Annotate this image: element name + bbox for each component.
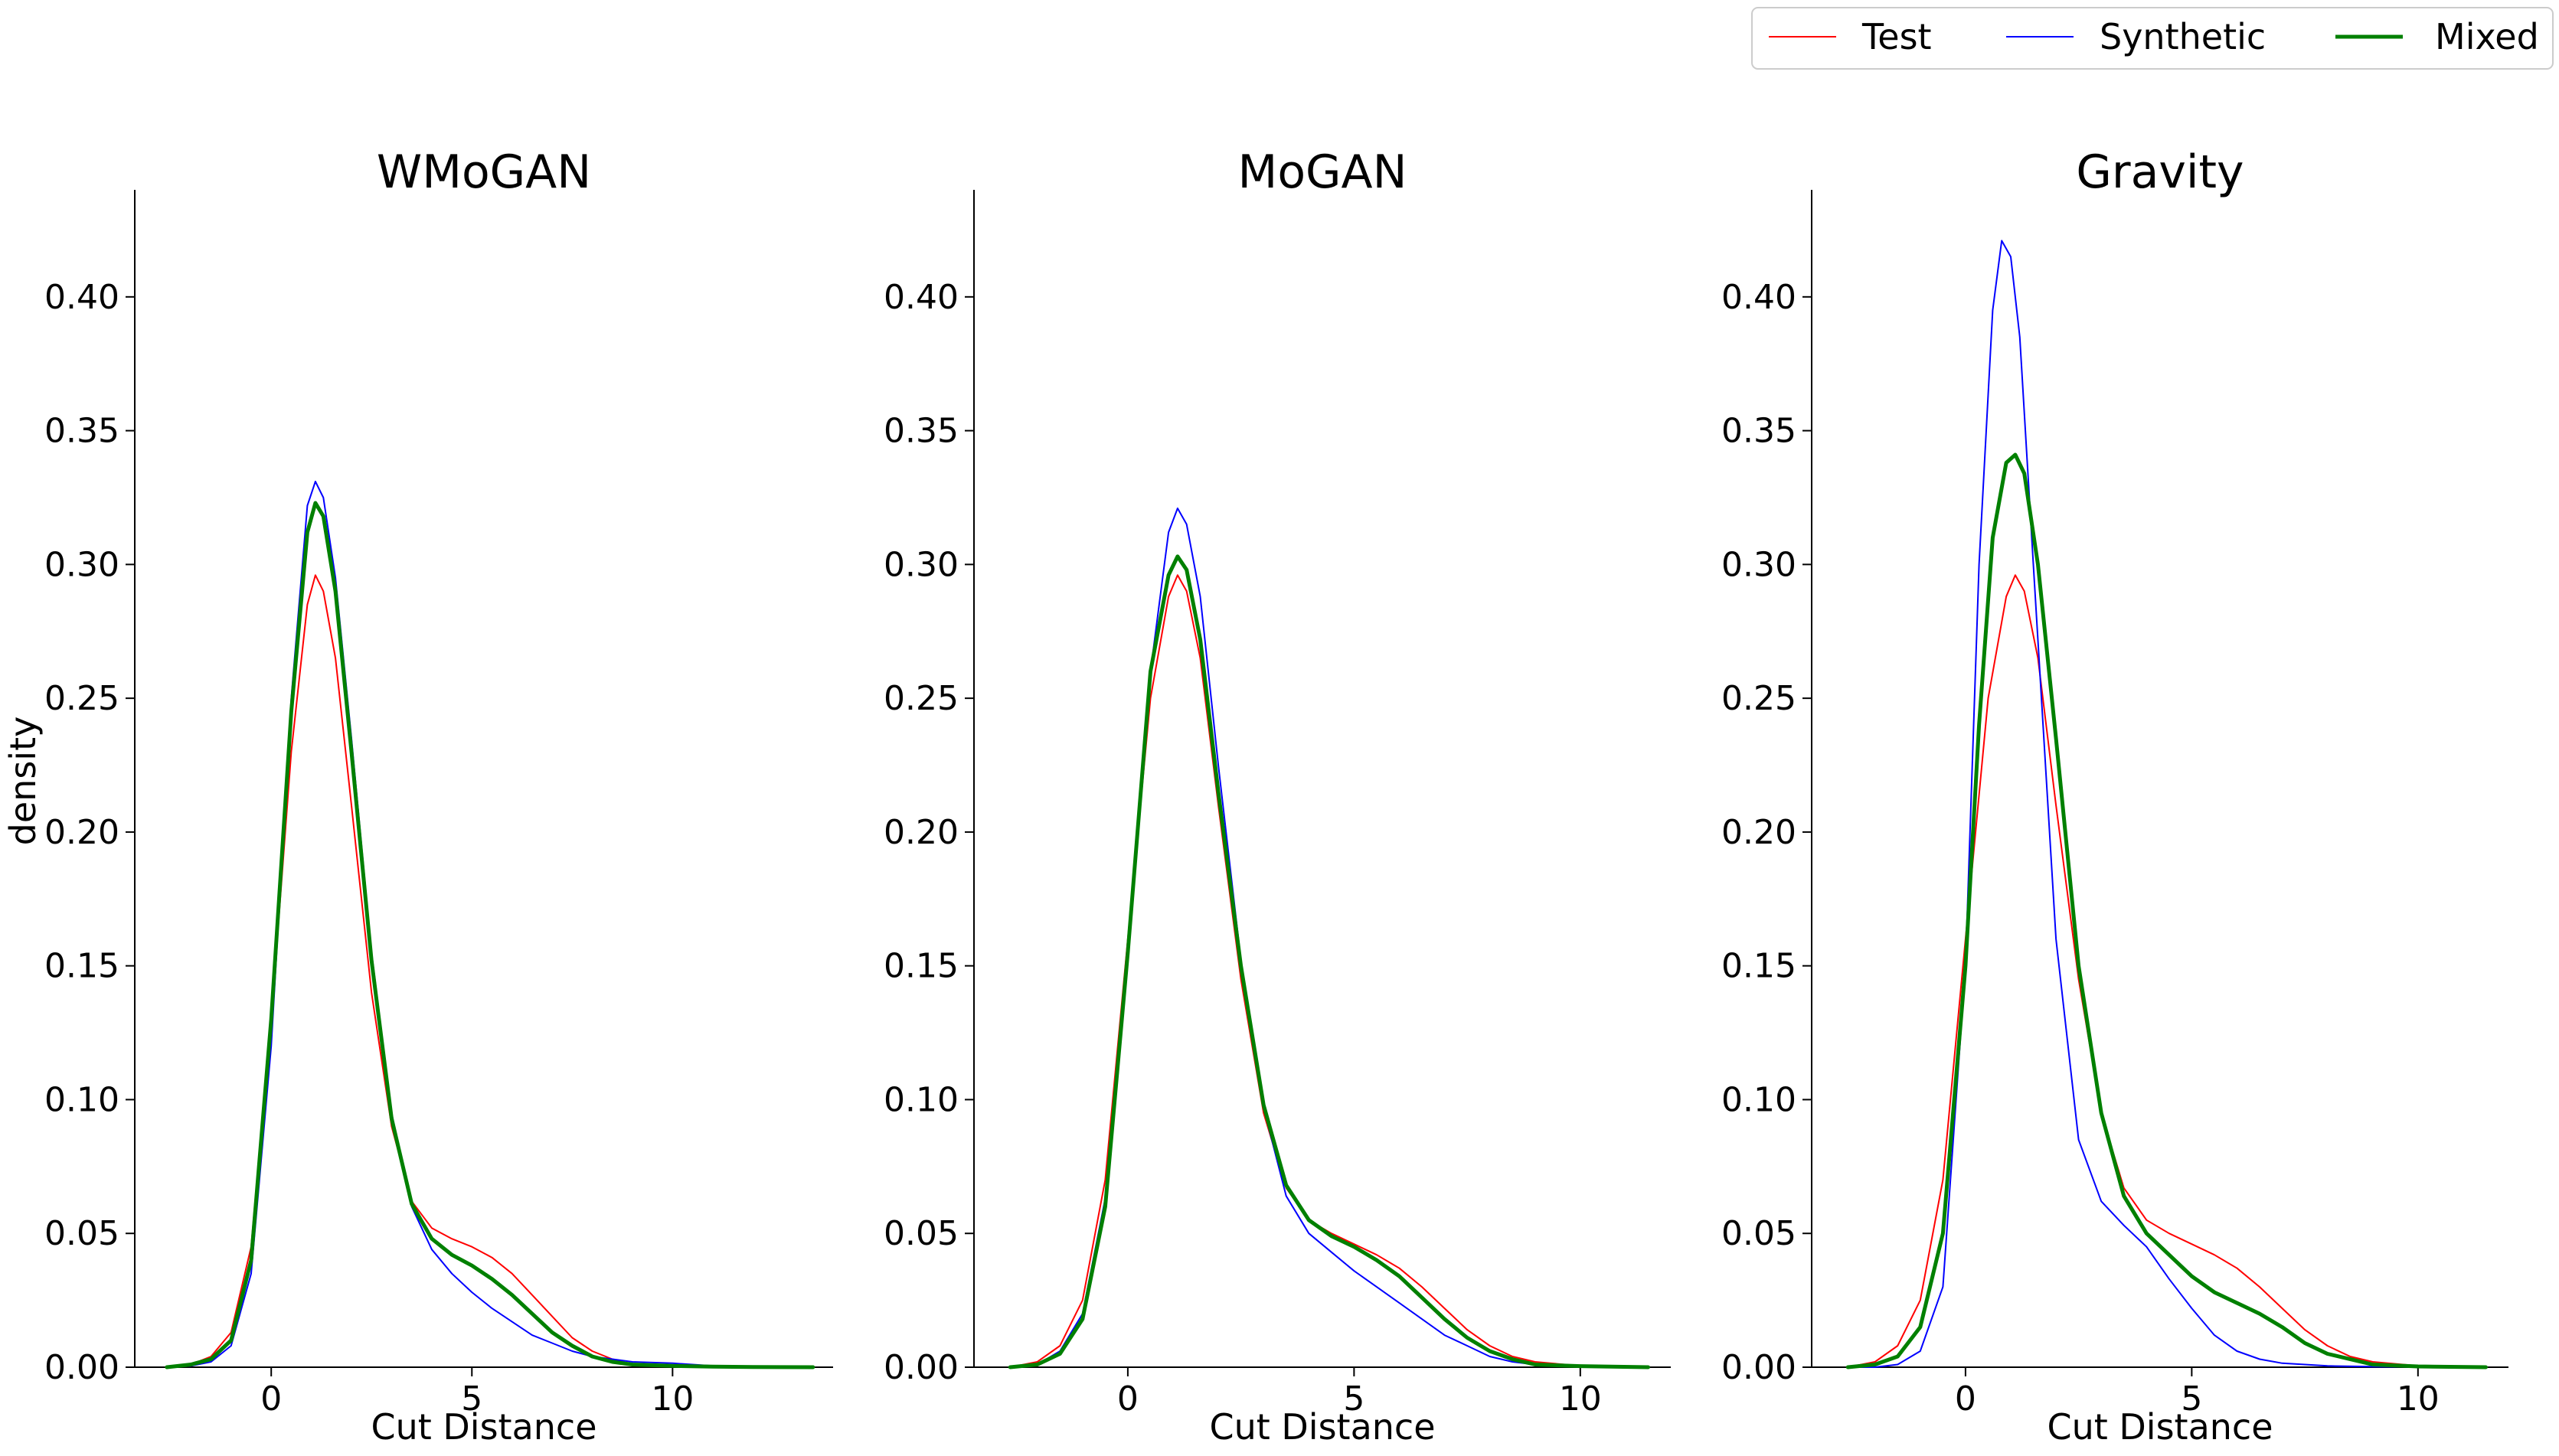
series-line-synthetic bbox=[1009, 508, 1649, 1368]
y-tick-label: 0.25 bbox=[884, 679, 959, 718]
x-tick-label: 5 bbox=[1343, 1379, 1364, 1418]
y-tick-label: 0.05 bbox=[884, 1214, 959, 1253]
y-tick-label: 0.15 bbox=[44, 947, 119, 986]
y-tick-label: 0.05 bbox=[44, 1214, 119, 1253]
x-axis-label: Cut Distance bbox=[371, 1406, 596, 1448]
x-axis-label: Cut Distance bbox=[2047, 1406, 2273, 1448]
panel-title: Gravity bbox=[2076, 145, 2244, 199]
x-tick-label: 5 bbox=[461, 1379, 482, 1418]
y-tick-label: 0.10 bbox=[44, 1080, 119, 1119]
y-tick-label: 0.10 bbox=[884, 1080, 959, 1119]
y-axis-label: density bbox=[2, 717, 44, 846]
y-tick-label: 0.40 bbox=[44, 278, 119, 317]
y-tick-label: 0.35 bbox=[1721, 412, 1796, 451]
x-tick-label: 0 bbox=[1117, 1379, 1139, 1418]
legend-entry-test: Test bbox=[1769, 16, 1932, 57]
legend-frame bbox=[1751, 7, 2554, 70]
y-tick-label: 0.30 bbox=[1721, 545, 1796, 584]
panel-title: WMoGAN bbox=[377, 145, 591, 199]
y-tick-label: 0.00 bbox=[44, 1348, 119, 1387]
legend-entry-mixed: Mixed bbox=[2335, 16, 2539, 57]
x-tick-label: 5 bbox=[2181, 1379, 2202, 1418]
y-tick-label: 0.05 bbox=[1721, 1214, 1796, 1253]
series-line-test bbox=[1009, 574, 1649, 1368]
legend-label-mixed: Mixed bbox=[2435, 16, 2539, 57]
y-tick-label: 0.30 bbox=[44, 545, 119, 584]
series-line-synthetic bbox=[1847, 240, 2487, 1368]
y-tick-label: 0.10 bbox=[1721, 1080, 1796, 1119]
series-line-test bbox=[165, 574, 814, 1368]
series-line-mixed bbox=[1008, 554, 1650, 1369]
y-tick-label: 0.35 bbox=[44, 412, 119, 451]
x-tick-label: 0 bbox=[1955, 1379, 1976, 1418]
series-line-mixed bbox=[165, 501, 815, 1369]
y-tick-label: 0.40 bbox=[1721, 278, 1796, 317]
x-tick-label: 10 bbox=[1559, 1379, 1602, 1418]
series-line-synthetic bbox=[165, 481, 814, 1368]
legend-label-synthetic: Synthetic bbox=[2100, 16, 2266, 57]
y-tick-label: 0.15 bbox=[1721, 947, 1796, 986]
y-tick-label: 0.40 bbox=[884, 278, 959, 317]
series-line-test bbox=[1847, 574, 2487, 1368]
legend-label-test: Test bbox=[1861, 16, 1932, 57]
x-tick-label: 10 bbox=[651, 1379, 694, 1418]
x-tick-label: 0 bbox=[260, 1379, 282, 1418]
y-tick-label: 0.20 bbox=[44, 813, 119, 852]
panel-title: MoGAN bbox=[1238, 145, 1407, 199]
x-axis-label: Cut Distance bbox=[1209, 1406, 1435, 1448]
panel-gravity: 0.00 0.05 0.10 0.15 0.20 0.25 0.30 0.35 0.40 0 5 10… bbox=[1721, 145, 2508, 1448]
legend: Test Synthetic Mixed bbox=[1751, 7, 2554, 70]
y-tick-label: 0.20 bbox=[1721, 813, 1796, 852]
x-tick-label: 10 bbox=[2397, 1379, 2440, 1418]
panel-wmogan: 0.00 0.05 0.10 0.15 0.20 0.25 0.30 0.35 0.40 0 5 10… bbox=[2, 145, 833, 1448]
y-tick-label: 0.30 bbox=[884, 545, 959, 584]
panel-mogan: 0.00 0.05 0.10 0.15 0.20 0.25 0.30 0.35 0.40 0 5 10… bbox=[884, 145, 1671, 1448]
y-tick-label: 0.15 bbox=[884, 947, 959, 986]
y-tick-label: 0.00 bbox=[884, 1348, 959, 1387]
y-tick-label: 0.35 bbox=[884, 412, 959, 451]
series-line-mixed bbox=[1845, 452, 2488, 1369]
y-tick-label: 0.25 bbox=[44, 679, 119, 718]
y-tick-label: 0.20 bbox=[884, 813, 959, 852]
y-tick-label: 0.25 bbox=[1721, 679, 1796, 718]
legend-entry-synthetic: Synthetic bbox=[2006, 16, 2266, 57]
y-tick-label: 0.00 bbox=[1721, 1348, 1796, 1387]
